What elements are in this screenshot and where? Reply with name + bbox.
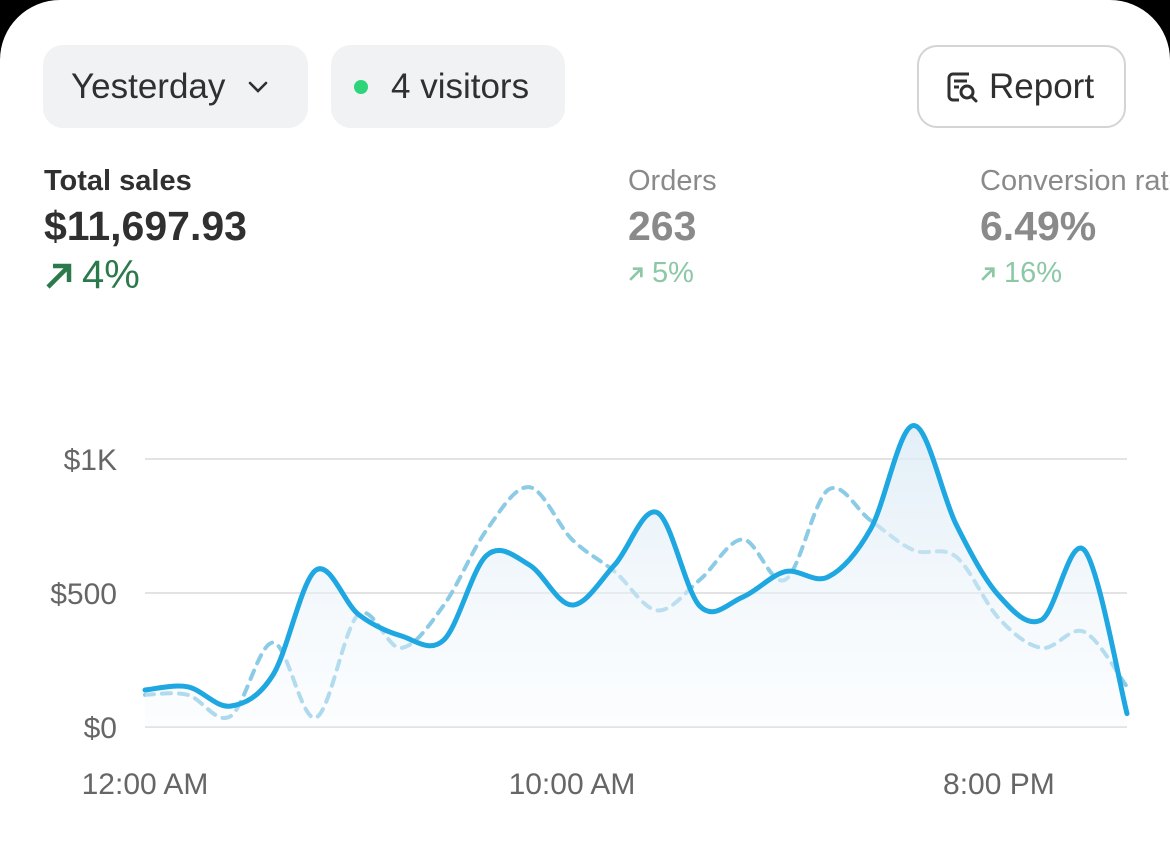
report-button[interactable]: Report <box>917 45 1126 128</box>
metric-change: 16% <box>980 257 1170 290</box>
area-fill <box>145 425 1127 727</box>
x-tick-label: 10:00 AM <box>509 768 636 801</box>
y-tick-label: $0 <box>84 712 117 745</box>
up-arrow-icon <box>981 266 995 281</box>
metric-value: 6.49% <box>980 203 1097 249</box>
metric-change-text: 5% <box>652 257 694 289</box>
visitors-label: 4 visitors <box>391 66 530 106</box>
metric-label: Conversion rate <box>980 165 1170 197</box>
series-line <box>142 423 1130 717</box>
live-dot <box>354 79 368 94</box>
period-button[interactable]: Yesterday <box>43 45 308 128</box>
period-label: Yesterday <box>71 66 226 106</box>
report-label: Report <box>989 66 1095 106</box>
metric-total-sales[interactable]: Total sales $11,697.93 4% <box>44 165 247 298</box>
metric-change: 5% <box>628 257 717 290</box>
x-tick-label: 8:00 PM <box>943 768 1055 801</box>
metric-label: Total sales <box>44 165 192 197</box>
metric-change-text: 4% <box>82 253 140 297</box>
report-icon <box>947 72 978 102</box>
up-arrow-icon <box>629 266 643 281</box>
metric-value: $11,697.93 <box>44 203 247 249</box>
up-arrow-icon <box>46 263 72 289</box>
metric-conversion[interactable]: Conversion rate 6.49% 16% <box>980 165 1170 290</box>
metric-label: Orders <box>628 165 717 197</box>
y-tick-label: $500 <box>50 578 117 611</box>
metric-orders[interactable]: Orders 263 5% <box>628 165 717 290</box>
chevron-icon <box>249 81 268 93</box>
x-tick-label: 12:00 AM <box>82 768 209 801</box>
y-tick-label: $1K <box>64 444 117 477</box>
metric-change: 4% <box>44 253 247 298</box>
metric-value: 263 <box>628 203 697 249</box>
metric-change-text: 16% <box>1004 257 1063 289</box>
visitors-button[interactable]: 4 visitors <box>331 45 565 128</box>
